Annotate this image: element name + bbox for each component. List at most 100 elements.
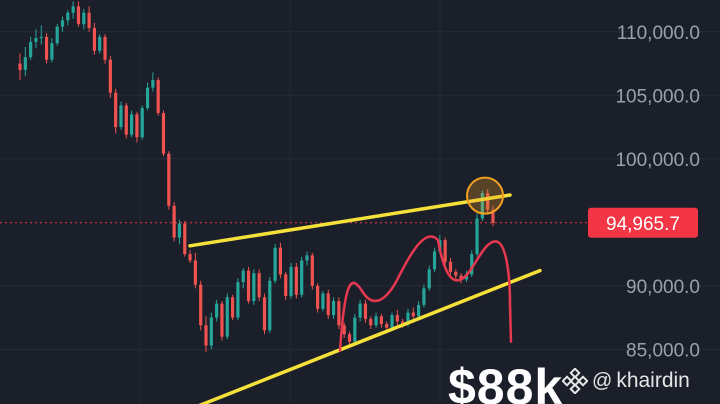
- candle: [374, 312, 378, 328]
- candle: [268, 276, 272, 333]
- candle: [432, 247, 437, 272]
- candle: [55, 24, 59, 46]
- candle: [246, 266, 251, 304]
- candle: [422, 284, 426, 308]
- candle: [326, 289, 330, 319]
- candle: [331, 297, 336, 319]
- binance-logo-icon: [562, 368, 588, 394]
- candle: [172, 202, 176, 242]
- lower-trendline: [198, 268, 542, 404]
- candle: [305, 251, 309, 266]
- candle: [278, 242, 283, 279]
- candle: [199, 280, 203, 331]
- y-tick-label: 85,000.0: [626, 340, 700, 361]
- candle: [220, 301, 224, 341]
- candle: [342, 322, 346, 338]
- candle: [44, 33, 49, 64]
- candle: [236, 278, 240, 321]
- candle: [183, 221, 187, 257]
- candle: [289, 262, 293, 299]
- candle: [140, 105, 144, 140]
- candle: [316, 283, 320, 313]
- candle: [241, 268, 245, 289]
- candle: [188, 250, 192, 263]
- current-price-label: 94,965.7: [606, 214, 680, 235]
- candle: [145, 82, 150, 111]
- candle: [480, 190, 484, 222]
- candle: [161, 110, 166, 157]
- candle: [369, 316, 373, 330]
- candle: [18, 53, 22, 81]
- watermark-at: @: [592, 369, 613, 392]
- candle: [71, 1, 75, 20]
- candle: [300, 256, 304, 298]
- candle: [135, 111, 139, 143]
- candle: [411, 307, 415, 321]
- candle: [379, 313, 383, 328]
- candle: [156, 77, 160, 116]
- candle: [114, 88, 118, 134]
- candle: [395, 309, 399, 326]
- candle: [60, 16, 65, 32]
- candle: [23, 47, 27, 77]
- candle: [257, 269, 261, 302]
- candle: [193, 252, 197, 289]
- y-tick-label: 105,000.0: [615, 86, 700, 107]
- candle: [470, 250, 474, 277]
- candle: [448, 257, 453, 276]
- candle: [294, 262, 298, 299]
- candle: [230, 294, 235, 321]
- candle: [130, 110, 134, 138]
- candle: [427, 265, 431, 291]
- candle: [337, 297, 341, 330]
- highlight-circle: [466, 176, 504, 215]
- candle: [39, 25, 43, 45]
- candle: [87, 6, 91, 32]
- candle: [358, 299, 362, 322]
- candle: [103, 34, 107, 64]
- y-tick-label: 100,000.0: [615, 150, 700, 171]
- candle: [76, 1, 81, 27]
- candle: [209, 312, 213, 350]
- y-tick-label: 110,000.0: [617, 23, 700, 44]
- candle: [92, 22, 96, 55]
- candle: [347, 331, 352, 346]
- candle: [108, 55, 112, 98]
- candle: [124, 102, 128, 139]
- candle: [50, 38, 54, 63]
- candle: [225, 293, 229, 340]
- candle: [443, 237, 447, 267]
- candle: [98, 34, 102, 54]
- watermark-handle: khairdin: [616, 369, 690, 392]
- y-tick-label: 90,000.0: [626, 277, 700, 298]
- headline-price-target: $88k: [448, 359, 564, 404]
- candle: [321, 290, 325, 312]
- projection-curve: [338, 235, 513, 352]
- candle: [363, 299, 368, 323]
- candle: [273, 243, 277, 284]
- watermark: @ khairdin: [562, 368, 690, 394]
- candle: [262, 293, 267, 335]
- candle: [284, 271, 288, 300]
- candle: [66, 10, 70, 26]
- candle: [486, 189, 490, 214]
- candle: [215, 299, 219, 322]
- upper-trendline: [188, 193, 512, 248]
- current-price-tag: 94,965.7: [588, 207, 698, 238]
- candle: [151, 72, 155, 92]
- candle: [34, 29, 38, 49]
- candle: [310, 252, 314, 290]
- candle: [167, 151, 171, 210]
- candle: [454, 269, 458, 280]
- candle: [475, 213, 479, 257]
- candle: [417, 301, 421, 319]
- candle: [29, 36, 33, 60]
- candle: [177, 219, 182, 244]
- candle: [491, 205, 495, 227]
- candle: [204, 316, 208, 352]
- candle: [119, 101, 123, 130]
- candle: [252, 269, 256, 305]
